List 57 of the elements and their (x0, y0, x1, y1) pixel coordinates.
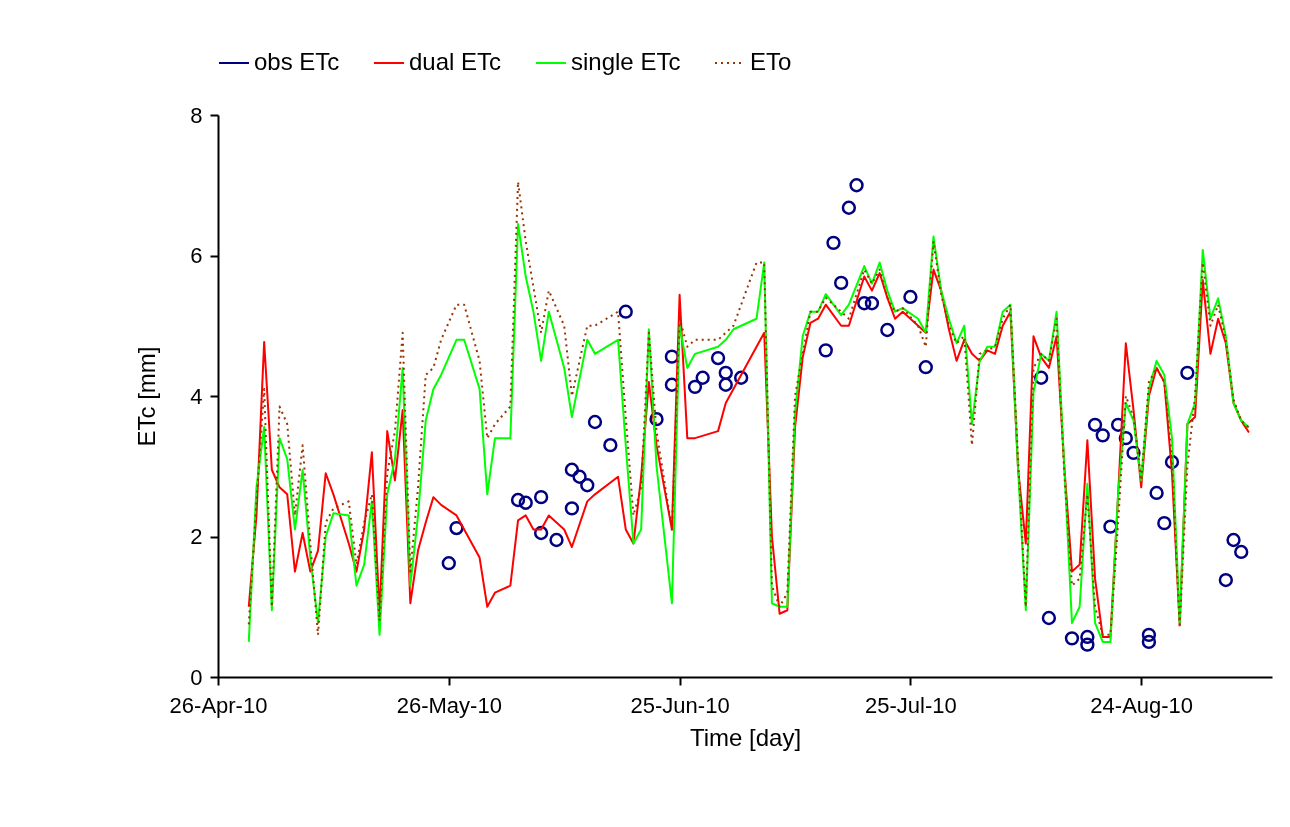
y-tick-label: 2 (190, 524, 203, 549)
point (918, 360, 933, 375)
point (857, 296, 872, 311)
point (903, 289, 918, 305)
point (849, 178, 864, 193)
point (603, 438, 618, 453)
point (1080, 637, 1095, 652)
point (510, 492, 526, 508)
x-axis-title: Time [day] (689, 723, 802, 751)
y-tick-label: 8 (190, 102, 203, 128)
point (564, 462, 580, 477)
legend-label: obs ETc (254, 48, 340, 75)
point (572, 469, 587, 484)
legend-label: single ETc (571, 48, 681, 75)
point (687, 379, 703, 395)
point (533, 490, 549, 505)
x-tick-label: 25-Jun-10 (630, 692, 730, 718)
y-tick-label: 0 (190, 664, 203, 690)
point (864, 296, 880, 311)
point (564, 501, 580, 516)
x-tick-label: 26-Apr-10 (169, 692, 268, 718)
point (1080, 629, 1095, 645)
point (1095, 428, 1110, 443)
legend-label: dual ETc (409, 48, 502, 75)
point (1218, 572, 1234, 588)
point (1149, 485, 1164, 501)
point (1064, 631, 1080, 646)
legend-label: ETo (750, 48, 792, 75)
point (1234, 544, 1249, 560)
point (695, 370, 710, 385)
y-tick-label: 6 (190, 243, 203, 268)
point (618, 304, 633, 319)
point (718, 377, 733, 392)
point (1157, 516, 1172, 531)
x-tick-label: 26-May-10 (396, 692, 502, 718)
point (518, 495, 533, 510)
point (1141, 634, 1157, 650)
x-tick-label: 24-Aug-10 (1090, 692, 1194, 718)
point (1180, 365, 1195, 380)
y-tick-label: 4 (190, 383, 203, 409)
point (441, 556, 456, 571)
point (1226, 532, 1241, 548)
x-tick-label: 25-Jul-10 (865, 692, 957, 718)
point (718, 365, 733, 380)
y-axis-title: ETc [mm] (133, 346, 161, 447)
point (1041, 610, 1057, 626)
point (587, 414, 603, 430)
point (710, 350, 726, 366)
point (1087, 417, 1103, 432)
point (549, 532, 564, 548)
point (1141, 627, 1157, 642)
point (880, 322, 895, 338)
point (580, 478, 595, 493)
point (818, 343, 833, 358)
point (826, 235, 841, 251)
point (841, 200, 857, 215)
point (834, 275, 849, 291)
